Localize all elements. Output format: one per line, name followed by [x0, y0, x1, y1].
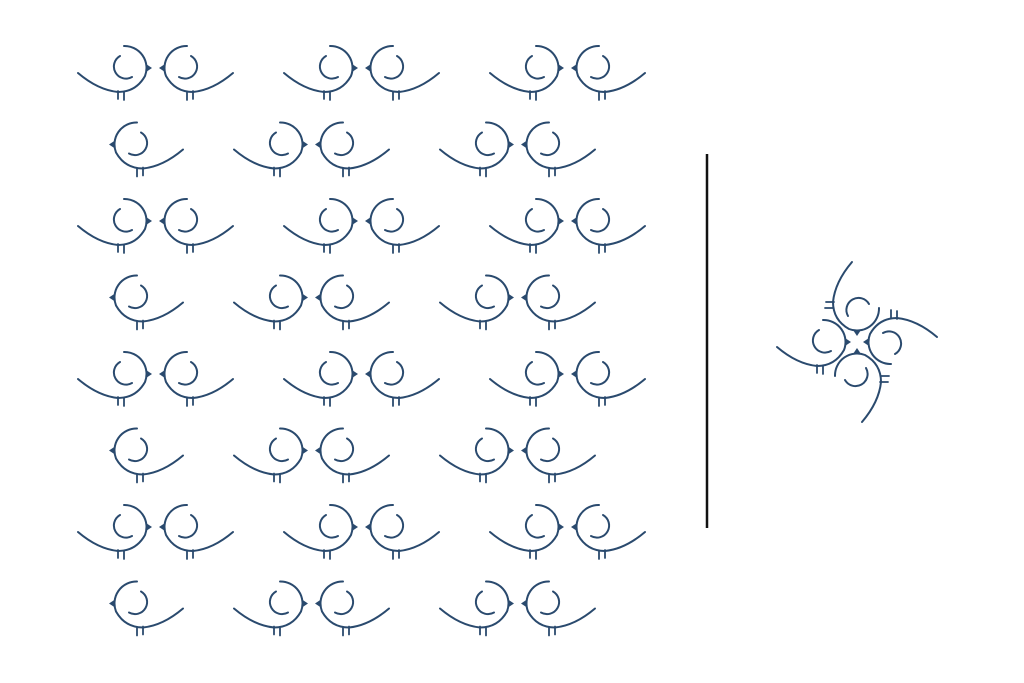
bird-icon-r5-c6: [570, 350, 646, 407]
bird-icon-r2-c4: [439, 121, 515, 178]
bird-icon-r3-c5: [489, 197, 565, 254]
bird-icon-r5-c3: [283, 350, 359, 407]
bird-icon-r7-c1: [77, 503, 153, 560]
bird-icon-r1-c5: [489, 44, 565, 101]
bird-icon-r4-c2: [233, 274, 309, 331]
bird-icon-r1-c4: [364, 44, 440, 101]
bird-icon-r8-c3: [314, 580, 390, 637]
bird-icon-r3-c1: [77, 197, 153, 254]
bird-icon-r1-c1: [77, 44, 153, 101]
bird-icon-r5-c5: [489, 350, 565, 407]
bird-icon-r7-c6: [570, 503, 646, 560]
bird-icon-r5-c2: [158, 350, 234, 407]
bird-icon-r6-c4: [439, 427, 515, 484]
rosette-bird-down-icon: [833, 347, 890, 423]
bird-icon-r5-c4: [364, 350, 440, 407]
bird-icon-r3-c6: [570, 197, 646, 254]
bird-icon-r2-c3: [314, 121, 390, 178]
bird-icon-r4-c3: [314, 274, 390, 331]
bird-icon-r1-c2: [158, 44, 234, 101]
bird-icon-r6-c3: [314, 427, 390, 484]
bird-icon-r4-c4: [439, 274, 515, 331]
bird-icon-r8-c5: [520, 580, 596, 637]
bird-icon-r6-c5: [520, 427, 596, 484]
bird-rosette: [776, 261, 938, 423]
bird-icon-r3-c2: [158, 197, 234, 254]
bird-icon-r7-c5: [489, 503, 565, 560]
bird-icon-r5-c1: [77, 350, 153, 407]
bird-icon-r4-c1: [108, 274, 184, 331]
rosette-bird-left-icon: [776, 318, 852, 375]
bird-icon-r4-c5: [520, 274, 596, 331]
bird-icon-r8-c2: [233, 580, 309, 637]
rosette-bird-right-icon: [862, 309, 938, 366]
bird-icon-r1-c6: [570, 44, 646, 101]
bird-icon-r8-c1: [108, 580, 184, 637]
bird-icon-r2-c5: [520, 121, 596, 178]
bird-icon-r6-c1: [108, 427, 184, 484]
bird-icon-r2-c1: [108, 121, 184, 178]
bird-icon-r3-c4: [364, 197, 440, 254]
bird-icon-r8-c4: [439, 580, 515, 637]
bird-pattern-grid: [77, 44, 646, 637]
bird-icon-r6-c2: [233, 427, 309, 484]
bird-icon-r1-c3: [283, 44, 359, 101]
bird-icon-r7-c3: [283, 503, 359, 560]
bird-icon-r7-c4: [364, 503, 440, 560]
bird-icon-r3-c3: [283, 197, 359, 254]
bird-icon-r7-c2: [158, 503, 234, 560]
rosette-bird-up-icon: [824, 261, 881, 337]
bird-icon-r2-c2: [233, 121, 309, 178]
